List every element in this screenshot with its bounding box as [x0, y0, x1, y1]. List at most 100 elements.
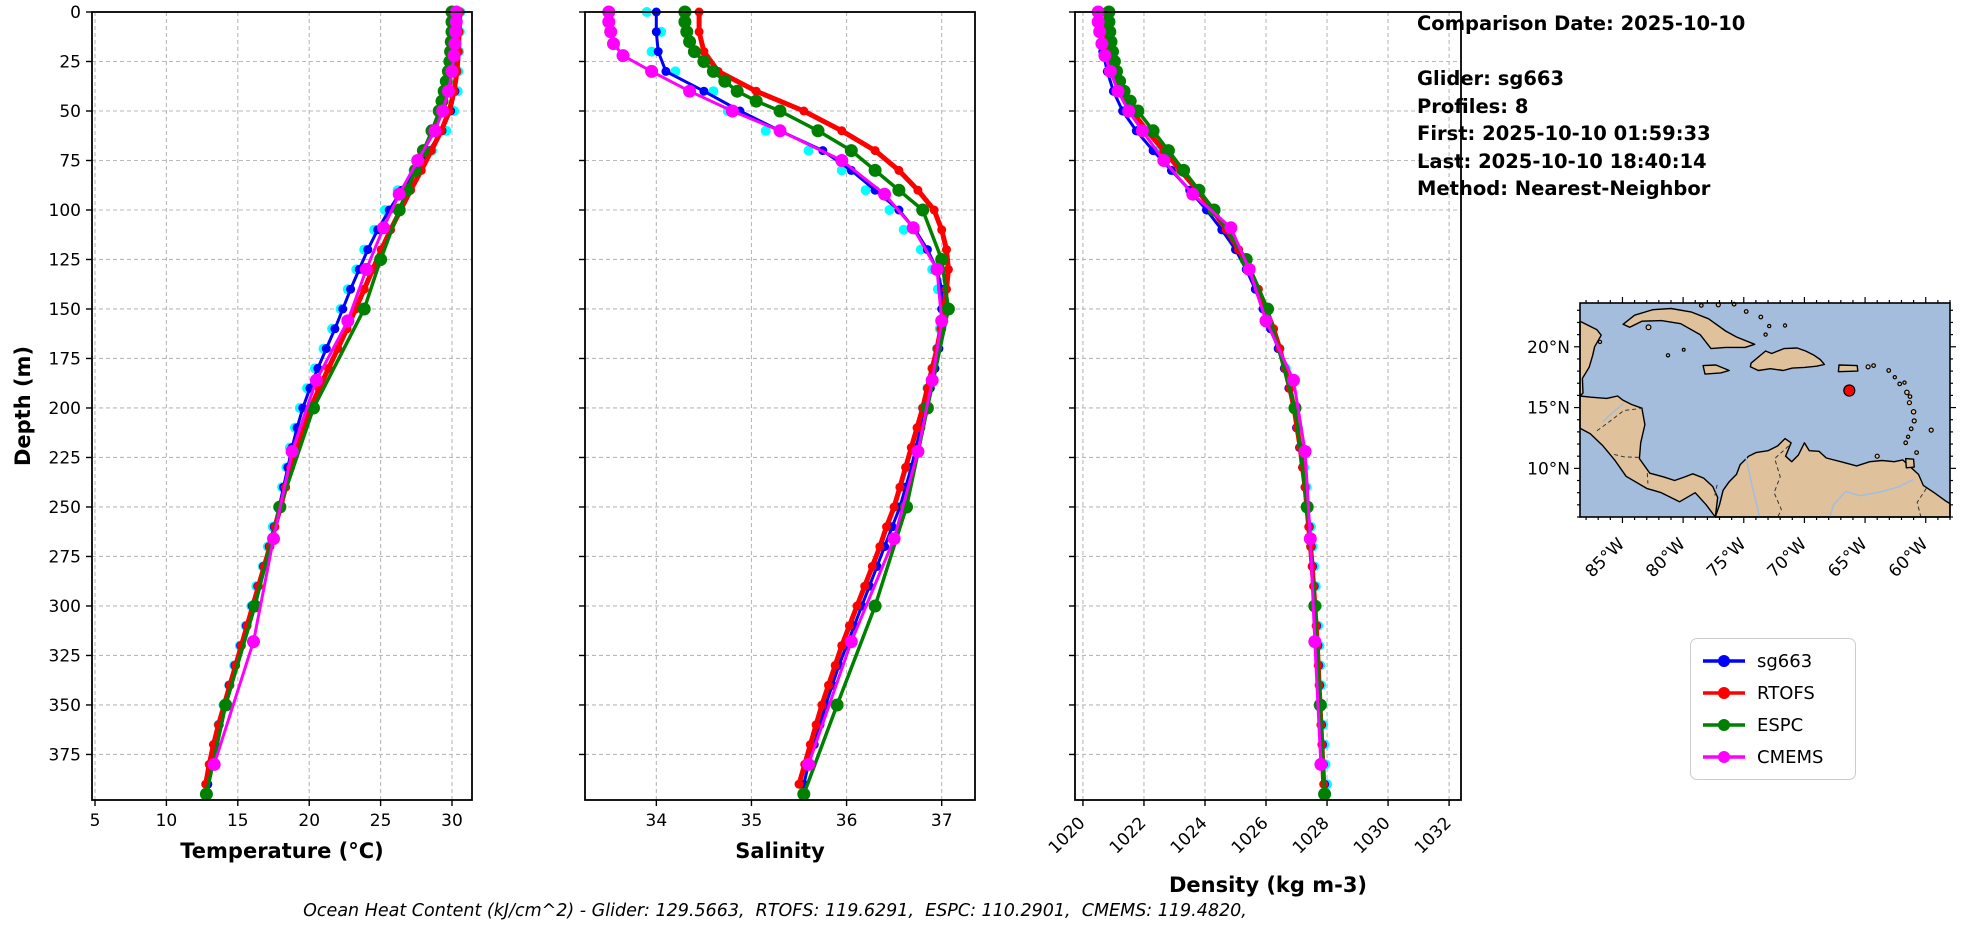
- river: [1744, 455, 1761, 518]
- data-point: [875, 542, 885, 552]
- svg-text:20°N: 20°N: [1527, 338, 1570, 358]
- svg-text:325: 325: [49, 646, 81, 666]
- data-point: [925, 373, 939, 387]
- svg-text:75°W: 75°W: [1703, 534, 1750, 581]
- data-point: [646, 46, 657, 57]
- svg-text:250: 250: [49, 498, 81, 518]
- island: [1902, 380, 1907, 385]
- data-point: [1123, 94, 1137, 108]
- data-point: [906, 221, 920, 235]
- data-point: [1135, 124, 1149, 138]
- glider-location-marker: [1843, 384, 1856, 397]
- data-point: [794, 779, 804, 789]
- legend-label: CMEMS: [1757, 746, 1824, 768]
- last-profile-time: Last: 2025-10-10 18:40:14: [1417, 149, 1707, 173]
- data-point: [1207, 203, 1221, 217]
- density-plot: 1020 1022 1024 1026 1028 1030 1032 Density (kg …: [1045, 5, 1462, 897]
- landmass: [1837, 364, 1859, 373]
- data-point: [824, 680, 833, 690]
- data-point: [653, 47, 663, 57]
- legend-item-sg663: sg663: [1701, 645, 1855, 677]
- svg-text:125: 125: [49, 250, 81, 270]
- data-point: [1313, 698, 1327, 712]
- data-point: [1259, 314, 1273, 328]
- x-axis-label: Density (kg m-3): [1169, 873, 1367, 897]
- data-point: [942, 245, 951, 255]
- svg-text:10°N: 10°N: [1527, 459, 1570, 479]
- country-border: [1916, 488, 1927, 518]
- data-point: [882, 522, 891, 532]
- island: [1871, 363, 1877, 368]
- data-point: [1287, 373, 1300, 387]
- data-point: [1318, 787, 1332, 801]
- data-point: [1093, 25, 1107, 39]
- profile-plots-canvas: 5 10 15 20 25 3002550751001251501752002252502…: [11, 3, 1462, 897]
- data-point: [830, 660, 840, 670]
- data-point: [359, 284, 369, 294]
- legend-marker-icon: [1703, 655, 1745, 667]
- data-point: [341, 314, 355, 328]
- data-point: [830, 698, 844, 712]
- data-point: [374, 253, 388, 266]
- data-point: [1157, 154, 1171, 167]
- svg-text:1028: 1028: [1289, 813, 1334, 858]
- legend-item-CMEMS: CMEMS: [1701, 741, 1855, 773]
- svg-text:35: 35: [741, 811, 763, 831]
- data-point: [680, 25, 694, 39]
- island: [1910, 409, 1917, 415]
- data-point: [805, 740, 815, 750]
- island: [1928, 427, 1934, 433]
- glider-name: Glider: sg663: [1417, 67, 1565, 90]
- data-point: [930, 262, 944, 276]
- data-point: [937, 225, 947, 235]
- data-point: [321, 344, 331, 354]
- river: [1602, 402, 1625, 423]
- data-point: [699, 86, 709, 96]
- data-point: [911, 445, 925, 458]
- data-point: [860, 581, 870, 591]
- data-point: [894, 165, 904, 175]
- info-spacer: [1417, 38, 1745, 66]
- island: [1645, 324, 1652, 331]
- svg-text:50: 50: [59, 102, 81, 122]
- data-point: [694, 27, 704, 37]
- svg-text:1024: 1024: [1167, 813, 1212, 858]
- svg-text:65°W: 65°W: [1824, 534, 1871, 581]
- svg-text:1032: 1032: [1411, 813, 1456, 858]
- series-sg663-raw: [202, 7, 466, 790]
- data-point: [1095, 37, 1109, 51]
- legend-label: RTOFS: [1757, 682, 1815, 704]
- data-point: [895, 482, 905, 492]
- svg-text:25: 25: [59, 52, 81, 72]
- legend: sg663 RTOFS ESPC CMEMS: [1690, 638, 1856, 780]
- data-point: [887, 532, 901, 546]
- island: [1758, 314, 1764, 320]
- data-point: [411, 154, 425, 167]
- data-point: [616, 49, 630, 63]
- data-point: [898, 224, 909, 235]
- svg-text:300: 300: [49, 597, 81, 617]
- data-point: [1161, 144, 1175, 158]
- data-point: [803, 145, 814, 156]
- data-point: [929, 205, 939, 215]
- ohc-caption: Ocean Heat Content (kJ/cm^2) - Glider: 1…: [303, 901, 1247, 921]
- island: [1763, 332, 1768, 337]
- series-RTOFS: [1101, 7, 1329, 789]
- data-point: [377, 221, 390, 235]
- data-point: [889, 502, 899, 512]
- river: [1829, 478, 1914, 518]
- data-point: [330, 324, 340, 334]
- svg-text:34: 34: [646, 811, 668, 831]
- data-point: [802, 757, 815, 771]
- data-point: [837, 641, 847, 651]
- data-point: [697, 55, 711, 68]
- landmass: [1714, 437, 1951, 518]
- data-point: [602, 15, 616, 29]
- info-block: Comparison Date: 2025-10-10 Glider: sg66…: [1417, 10, 1745, 203]
- island: [1665, 353, 1671, 358]
- data-point: [309, 373, 323, 387]
- data-point: [1314, 757, 1328, 771]
- landmass: [1579, 320, 1719, 518]
- svg-text:85°W: 85°W: [1582, 534, 1629, 581]
